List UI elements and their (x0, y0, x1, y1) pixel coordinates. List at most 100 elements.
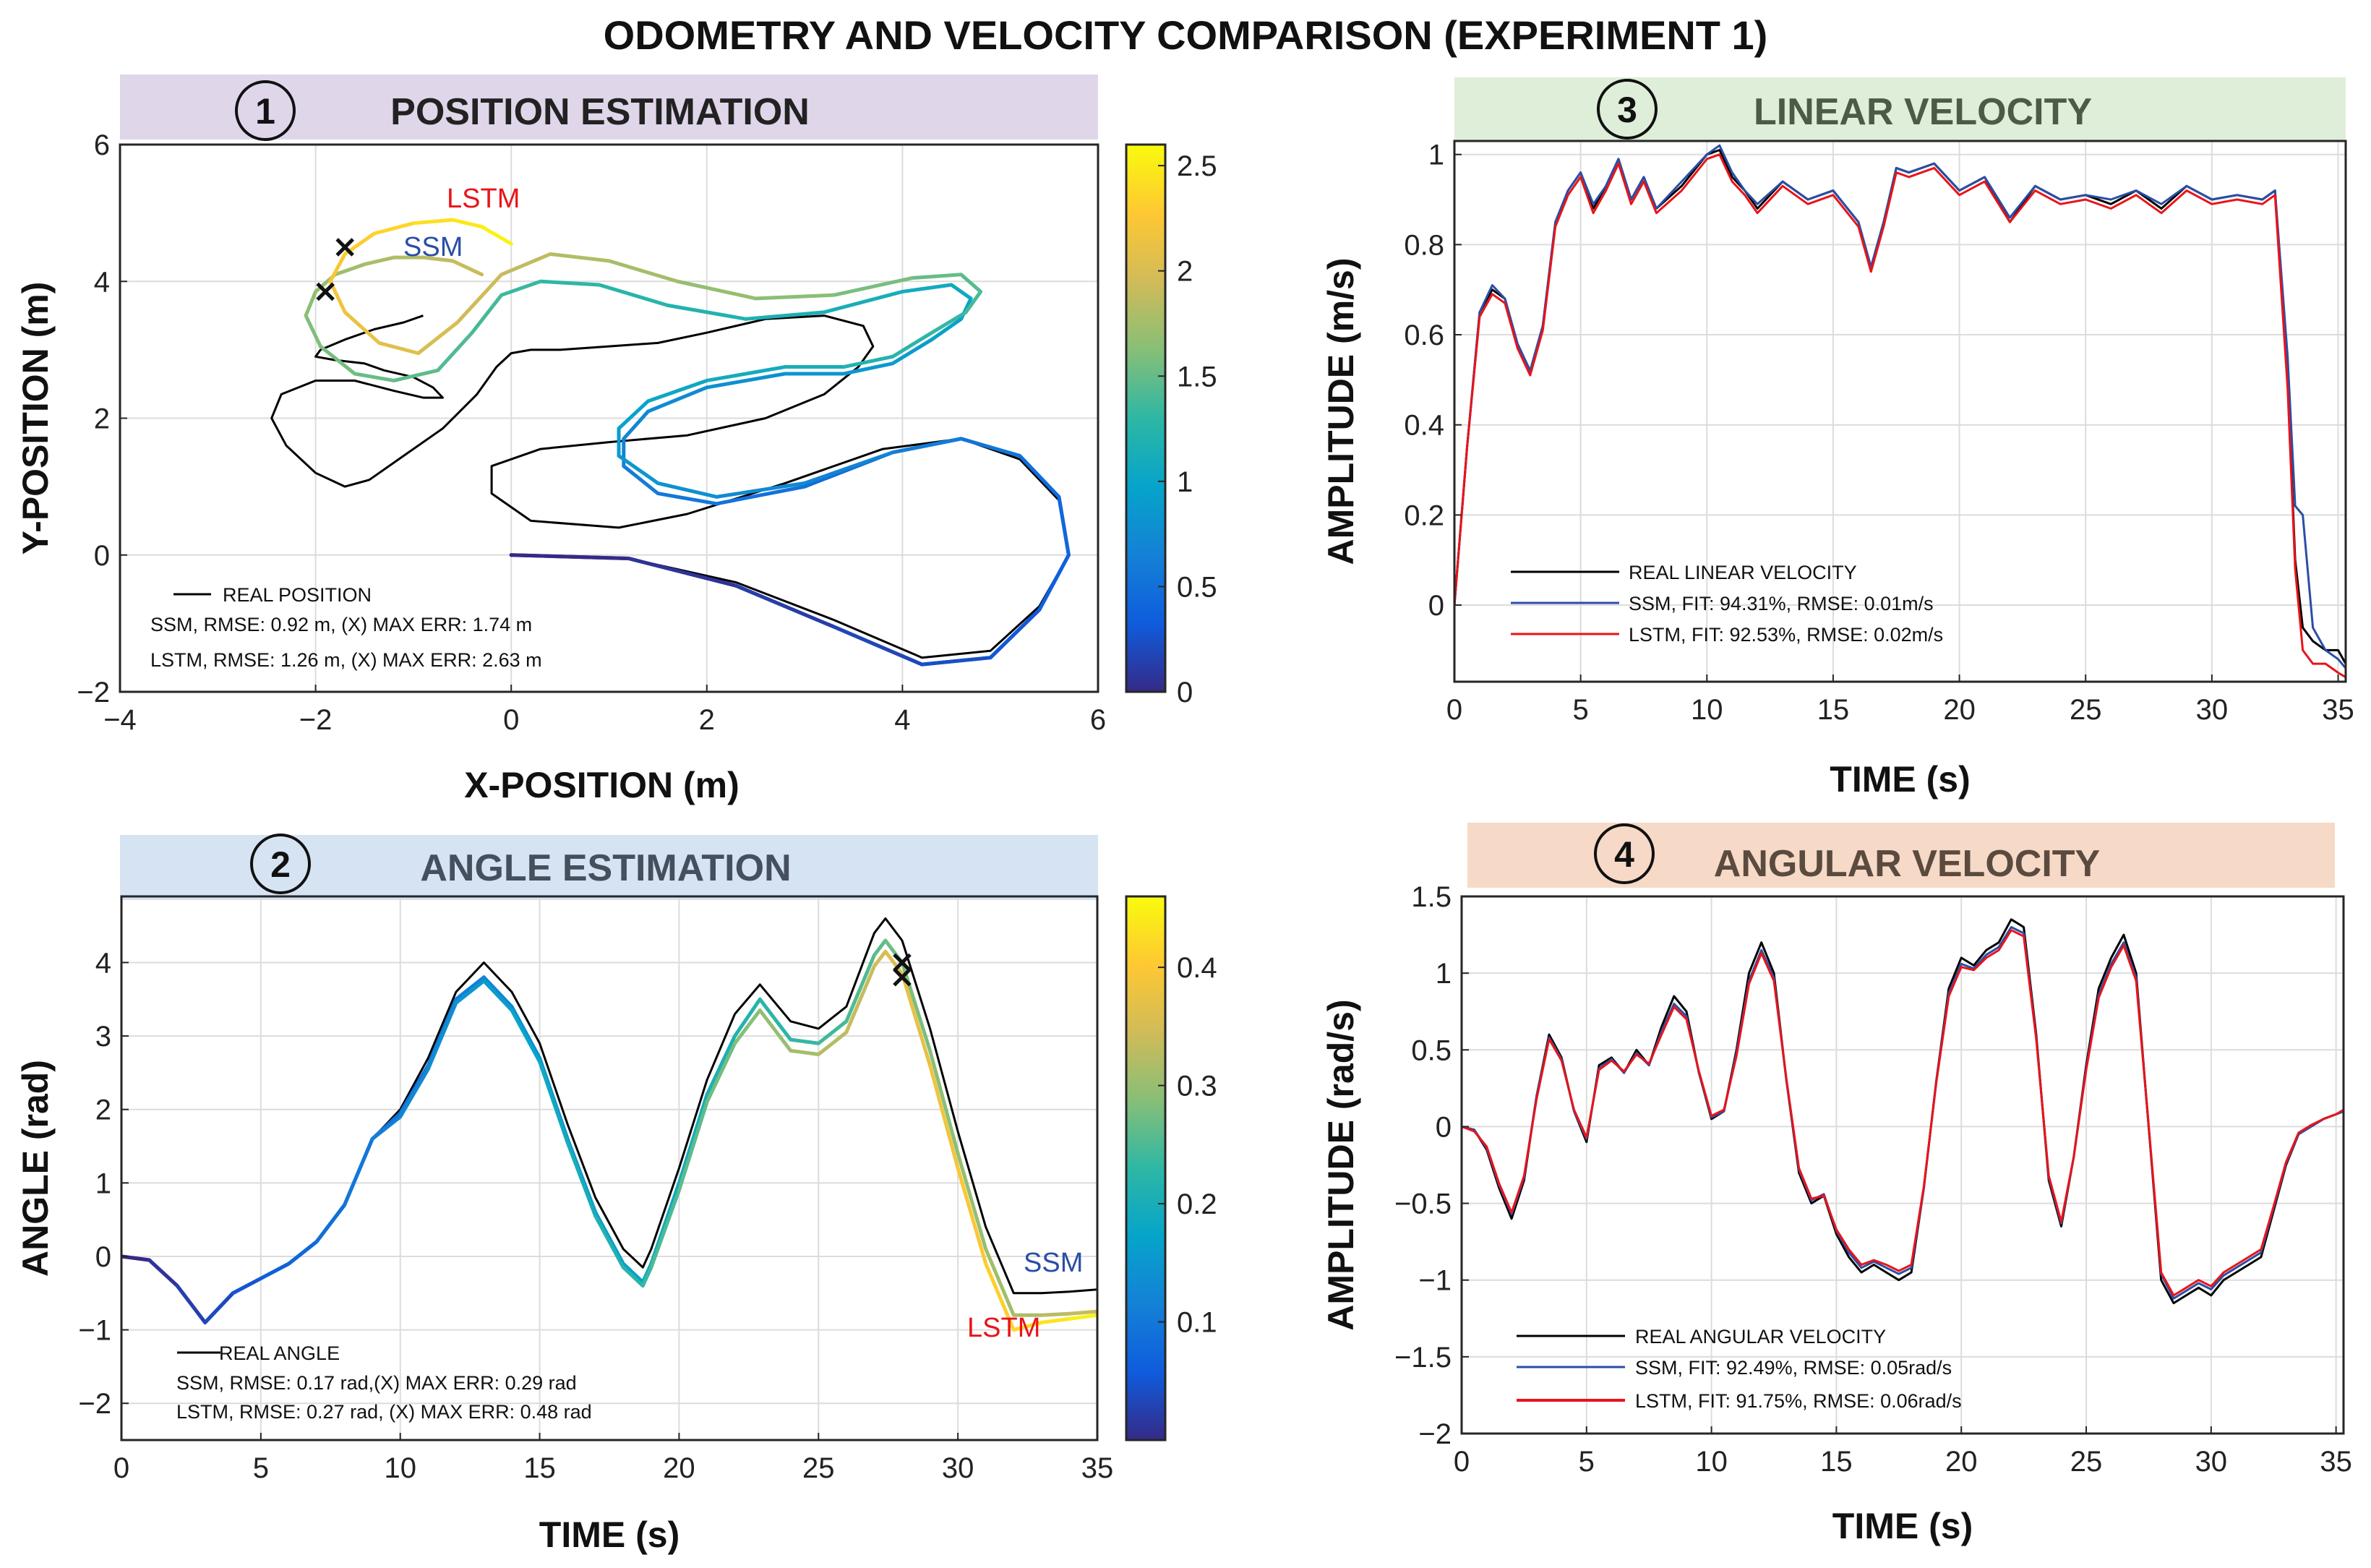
y-tick-label: 0.6 (1404, 320, 1444, 351)
ssm-series-line (1462, 926, 2344, 1300)
panel-1-number-circle (235, 80, 296, 141)
x-tick-label: 25 (802, 1452, 835, 1484)
lstm-segment (734, 583, 836, 629)
colorbar-tick-label: 1.5 (1177, 361, 1217, 393)
lstm-segment (593, 1214, 625, 1269)
lstm-segment (705, 1041, 737, 1105)
x-tick-label: 10 (1695, 1446, 1728, 1478)
x-axis-label: X-POSITION (m) (464, 765, 739, 805)
ssm-segment (841, 361, 895, 376)
legend-real-label: REAL POSITION (223, 584, 372, 606)
ssm-segment (470, 293, 504, 335)
real-series-line (121, 917, 1097, 1324)
lstm-segment (900, 972, 932, 1068)
ssm-segment (421, 255, 455, 263)
y-tick-label: 0.4 (1404, 410, 1444, 442)
panel-3-header: 3 LINEAR VELOCITY (1454, 77, 2346, 141)
x-tick-label: 15 (1817, 694, 1850, 726)
panel-4-header: 4 ANGULAR VELOCITY (1467, 823, 2335, 888)
colorbar: 0.1 0.2 0.3 0.4 (1125, 895, 1217, 1441)
ssm-segment (304, 314, 322, 348)
panel-2-legend: REAL ANGLE SSM, RMSE: 0.17 rad,(X) MAX E… (176, 1248, 1083, 1423)
lstm-segment (789, 1048, 820, 1056)
legend-ssm-label: SSM, FIT: 94.31%, RMSE: 0.01m/s (1629, 593, 1934, 614)
ssm-segment (900, 960, 932, 1053)
plot-area (121, 917, 1097, 1332)
y-tick-label: 2 (94, 403, 110, 435)
colorbar-tick-label: 0.3 (1177, 1071, 1217, 1102)
ssm-segment (930, 317, 964, 342)
y-tick-label: 6 (94, 129, 110, 161)
angle-chart: 0 5 10 15 20 25 30 35 −2 −1 0 1 2 3 4 TIME (s) ANGLE (ra… (15, 895, 1217, 1555)
x-axis-label: TIME (s) (1830, 759, 1970, 800)
panel-2-number-circle (250, 834, 311, 894)
lstm-segment (649, 1188, 681, 1269)
lstm-segment (1037, 553, 1071, 612)
legend-real-label: REAL ANGLE (219, 1342, 340, 1364)
y-tick-label: 1 (95, 1168, 111, 1199)
lstm-series-line (1454, 153, 2346, 679)
legend-lstm-label: LSTM, RMSE: 1.26 m, (X) MAX ERR: 2.63 m (150, 649, 542, 671)
lstm-segment (988, 607, 1042, 660)
y-tick-label: −1 (78, 1315, 111, 1347)
lstm-segment (510, 1008, 542, 1064)
lstm-segment (328, 252, 347, 283)
tick-labels: 0 5 10 15 20 25 30 35 −2 −1.5 −1 −0.5 0 0.5 1 1.5 (1394, 881, 2352, 1478)
y-tick-label: 1 (1428, 140, 1444, 171)
panel-1-title: POSITION ESTIMATION (390, 91, 810, 133)
lstm-segment (816, 1030, 849, 1056)
lstm-segment (872, 949, 888, 969)
ssm-max-error-marker (893, 953, 912, 972)
x-tick-label: −2 (299, 704, 333, 736)
ssm-segment (705, 1034, 737, 1097)
lstm-segment (802, 450, 895, 485)
y-tick-label: 0.8 (1404, 229, 1444, 261)
lstm-segment (1067, 1313, 1097, 1321)
ssm-segment (450, 259, 484, 277)
lstm-segment (565, 1140, 598, 1218)
colorbar: 0 0.5 1 1.5 2 2.5 (1125, 143, 1217, 708)
ssm-segment (758, 997, 793, 1042)
axes-box (1453, 140, 2347, 683)
ssm-segment (454, 975, 486, 1001)
ssm-segment (539, 279, 601, 287)
lstm-segment (1057, 494, 1071, 557)
ssm-segment (621, 1261, 645, 1285)
colorbar-tick-label: 2 (1177, 256, 1193, 288)
ssm-segment (956, 1152, 988, 1251)
panel-4-title: ANGULAR VELOCITY (1714, 843, 2100, 885)
x-tick-label: 2 (699, 704, 715, 736)
ssm-segment (481, 975, 514, 1008)
panel-3-legend: REAL LINEAR VELOCITY SSM, FIT: 94.31%, R… (1511, 562, 1943, 646)
ssm-segment (705, 372, 787, 390)
lstm-segment (617, 454, 660, 485)
ssm-segment (677, 1092, 709, 1185)
lstm-segment (753, 293, 836, 301)
legend-lstm-label: LSTM, FIT: 91.75%, RMSE: 0.06rad/s (1635, 1390, 1962, 1412)
ssm-segment (984, 1247, 1016, 1317)
legend-real-label: REAL ANGULAR VELOCITY (1635, 1326, 1886, 1348)
lstm-segment (411, 218, 455, 226)
lstm-segment (621, 1265, 645, 1288)
x-tick-label: 5 (253, 1452, 269, 1484)
colorbar-tick-label: 2.5 (1177, 150, 1217, 182)
y-tick-label: −1.5 (1394, 1342, 1452, 1374)
ssm-segment (714, 484, 807, 506)
ssm-segment (597, 283, 670, 307)
x-axis-label: TIME (s) (539, 1515, 679, 1555)
panel-2-number: 2 (270, 844, 291, 885)
y-axis-label: AMPLITUDE (rad/s) (1321, 999, 1361, 1330)
ssm-segment (949, 283, 973, 301)
lstm-segment (455, 273, 504, 325)
x-tick-label: 6 (1090, 704, 1106, 736)
ssm-segment (304, 289, 318, 318)
lstm-annotation: LSTM (967, 1313, 1040, 1343)
lstm-segment (959, 437, 1022, 458)
y-tick-label: 1 (1436, 958, 1452, 990)
panel-2-header-band (120, 835, 1098, 900)
lstm-max-error-marker (893, 968, 912, 987)
x-tick-label: 0 (1454, 1446, 1470, 1478)
lstm-segment (175, 1284, 207, 1324)
ssm-segment (646, 385, 709, 414)
